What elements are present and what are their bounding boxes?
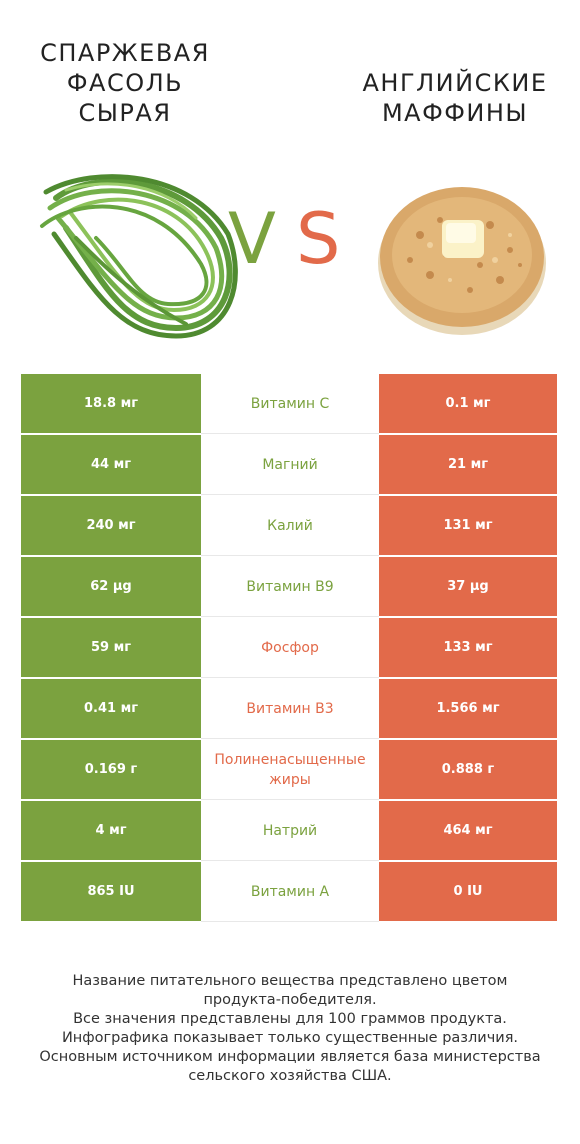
table-row: 18.8 мг Витамин C 0.1 мг bbox=[21, 374, 557, 435]
footer-line: сельского хозяйства США. bbox=[188, 1068, 392, 1084]
nutrient-name-cell: Калий bbox=[201, 496, 379, 556]
left-food-title: СПАРЖЕВАЯ ФАСОЛЬ СЫРАЯ bbox=[40, 39, 210, 128]
right-value-cell: 0.1 мг bbox=[379, 374, 557, 433]
nutrient-name-cell: Натрий bbox=[201, 801, 379, 861]
table-row: 44 мг Магний 21 мг bbox=[21, 435, 557, 496]
nutrient-name-cell: Витамин B3 bbox=[201, 679, 379, 739]
nutrient-name-cell: Магний bbox=[201, 435, 379, 495]
left-value-cell: 59 мг bbox=[21, 618, 201, 677]
right-value-cell: 21 мг bbox=[379, 435, 557, 494]
table-row: 4 мг Натрий 464 мг bbox=[21, 801, 557, 862]
nutrient-comparison-table: 18.8 мг Витамин C 0.1 мг 44 мг Магний 21 мг 24… bbox=[21, 374, 557, 923]
right-food-title: АНГЛИЙСКИЕ МАФФИНЫ bbox=[362, 69, 548, 128]
versus-label: V S bbox=[226, 198, 356, 288]
footer-note: Название питательного вещества представл… bbox=[20, 972, 560, 1086]
left-value-cell: 0.169 г bbox=[21, 740, 201, 799]
left-value-cell: 0.41 мг bbox=[21, 679, 201, 738]
left-value-cell: 865 IU bbox=[21, 862, 201, 921]
green-beans-image bbox=[40, 174, 238, 339]
left-value-cell: 44 мг bbox=[21, 435, 201, 494]
versus-s: S bbox=[296, 198, 341, 280]
footer-line: Название питательного вещества представл… bbox=[72, 973, 508, 989]
table-row: 0.41 мг Витамин B3 1.566 мг bbox=[21, 679, 557, 740]
right-value-cell: 131 мг bbox=[379, 496, 557, 555]
footer-line: продукта-победителя. bbox=[203, 992, 377, 1008]
right-value-cell: 1.566 мг bbox=[379, 679, 557, 738]
versus-v: V bbox=[228, 198, 276, 280]
nutrient-name-cell: Фосфор bbox=[201, 618, 379, 678]
nutrient-name-cell: Витамин B9 bbox=[201, 557, 379, 617]
right-value-cell: 37 µg bbox=[379, 557, 557, 616]
table-row: 62 µg Витамин B9 37 µg bbox=[21, 557, 557, 618]
footer-line: Все значения представлены для 100 граммо… bbox=[73, 1011, 507, 1027]
right-value-cell: 133 мг bbox=[379, 618, 557, 677]
right-value-cell: 464 мг bbox=[379, 801, 557, 860]
nutrient-name-cell: Полиненасыщенные жиры bbox=[201, 740, 379, 800]
nutrient-name-cell: Витамин C bbox=[201, 374, 379, 434]
table-row: 59 мг Фосфор 133 мг bbox=[21, 618, 557, 679]
table-row: 0.169 г Полиненасыщенные жиры 0.888 г bbox=[21, 740, 557, 801]
right-value-cell: 0.888 г bbox=[379, 740, 557, 799]
left-value-cell: 240 мг bbox=[21, 496, 201, 555]
table-row: 240 мг Калий 131 мг bbox=[21, 496, 557, 557]
footer-line: Основным источником информации является … bbox=[39, 1049, 541, 1065]
left-value-cell: 62 µg bbox=[21, 557, 201, 616]
left-value-cell: 18.8 мг bbox=[21, 374, 201, 433]
english-muffin-image bbox=[378, 187, 546, 335]
left-value-cell: 4 мг bbox=[21, 801, 201, 860]
right-value-cell: 0 IU bbox=[379, 862, 557, 921]
footer-line: Инфографика показывает только существенн… bbox=[61, 1030, 519, 1046]
nutrient-name-cell: Витамин A bbox=[201, 862, 379, 922]
